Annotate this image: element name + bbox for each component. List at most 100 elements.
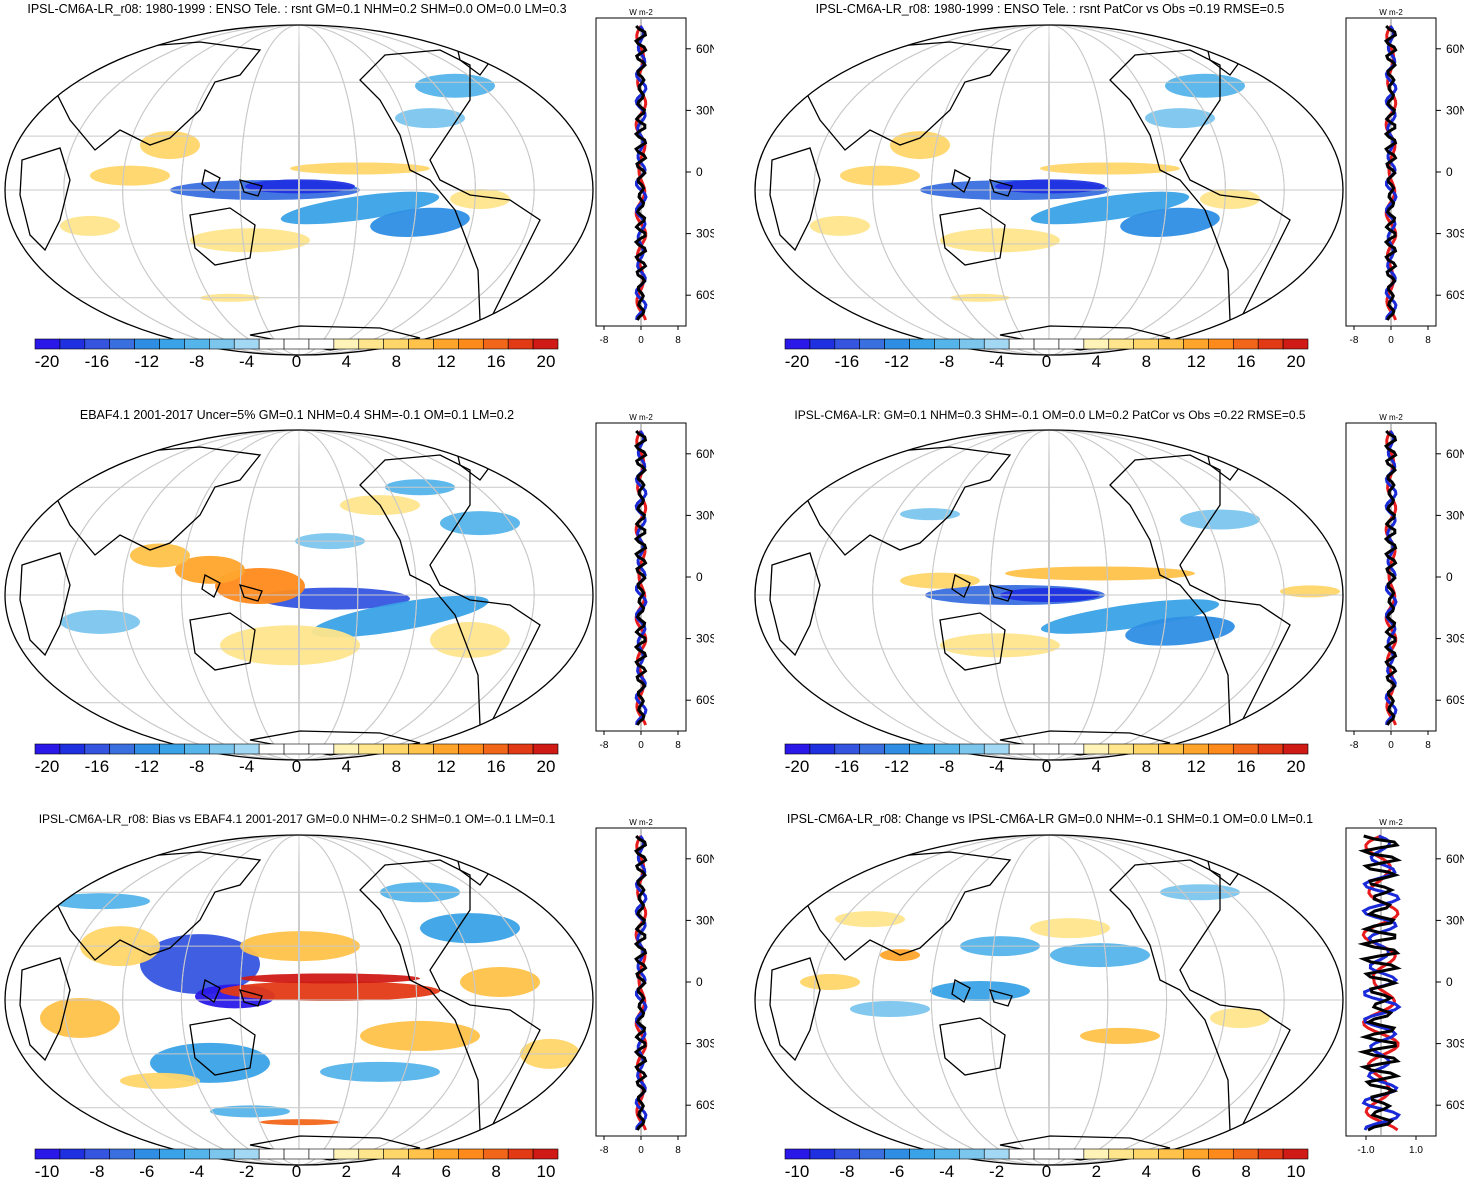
colorbar-label: 4: [342, 757, 351, 774]
anomaly-region: [420, 913, 520, 944]
colorbar-box: [34, 338, 61, 350]
map-field: [755, 430, 1343, 760]
colorbar-box: [809, 1148, 836, 1160]
zonal-mean-profile: W m-2 60N 30N 0 30S 60S -8 0 8: [595, 818, 714, 1156]
colorbar-box: [84, 743, 111, 755]
colorbar-box: [1183, 338, 1209, 350]
colorbar-box: [258, 743, 285, 755]
coastline: [238, 179, 263, 197]
units-label: W m-2: [1379, 8, 1403, 17]
x-tick-label: -8: [600, 740, 609, 751]
colorbar-box: [784, 338, 811, 350]
units-label: W m-2: [1379, 413, 1403, 422]
panel-title: IPSL-CM6A-LR_r08: 1980-1999 : ENSO Tele.…: [27, 2, 567, 16]
meridian-line: [63, 25, 535, 355]
coastline: [19, 147, 71, 252]
anomaly-region: [60, 215, 120, 236]
colorbar-label: 16: [487, 352, 506, 369]
x-tick-label: -8: [1350, 335, 1359, 346]
colorbar-label: -8: [939, 757, 954, 774]
world-map: [4, 834, 594, 1166]
colorbar-box: [209, 338, 235, 350]
colorbar-label: -12: [885, 352, 910, 369]
panel-title: IPSL-CM6A-LR: GM=0.1 NHM=0.3 SHM=-0.1 OM…: [794, 408, 1306, 422]
coastline: [189, 612, 256, 671]
anomaly-region: [90, 165, 170, 186]
meridian-line: [239, 835, 359, 1165]
colorbar-box: [1257, 1148, 1284, 1160]
colorbar-box: [884, 1148, 910, 1160]
colorbar-box: [1083, 1148, 1110, 1160]
colorbar-box: [34, 1148, 61, 1160]
x-tick-label: 8: [675, 740, 681, 751]
colorbar-label: 0: [1042, 352, 1051, 369]
colorbar-label: -16: [85, 757, 110, 774]
colorbar-box: [408, 338, 434, 350]
panel-title: IPSL-CM6A-LR_r08: 1980-1999 : ENSO Tele.…: [815, 2, 1285, 16]
colorbar-box: [1083, 743, 1110, 755]
colorbar-label: 8: [392, 757, 401, 774]
colorbar-label: -8: [189, 757, 204, 774]
colorbar-box: [983, 743, 1010, 755]
meridian-line: [989, 430, 1109, 760]
coastline: [804, 446, 1012, 556]
colorbar-box: [532, 743, 559, 755]
colorbar-box: [809, 338, 836, 350]
coastline: [238, 989, 263, 1007]
colorbar-box: [84, 1148, 111, 1160]
colorbar-box: [1183, 743, 1209, 755]
anomaly-region: [395, 108, 465, 129]
colorbar-box: [333, 338, 360, 350]
panel-1: IPSL-CM6A-LR_r08: 1980-1999 : ENSO Tele.…: [0, 0, 735, 380]
lat-label: 0: [1446, 975, 1453, 989]
anomaly-region: [220, 981, 440, 1002]
map-border: [754, 834, 1344, 1166]
colorbar-box: [1033, 1148, 1060, 1160]
x-tick-label: -1.0: [1357, 1145, 1375, 1156]
anomaly-region: [1180, 509, 1260, 530]
colorbar-box: [159, 743, 185, 755]
colorbar: -20 -16 -12 -8 -4 0 4 8 12 16 20: [784, 338, 1309, 369]
colorbar: -20 -16 -12 -8 -4 0 4 8 12 16 20: [34, 338, 559, 369]
meridian-line: [1048, 430, 1050, 760]
meridian-line: [180, 25, 418, 355]
lat-label: 0: [696, 570, 703, 584]
coastline: [988, 584, 1013, 602]
colorbar-box: [1133, 1148, 1159, 1160]
x-tick-label: 8: [1425, 335, 1431, 346]
colorbar-box: [532, 338, 559, 350]
meridian-line: [239, 430, 359, 760]
map-border: [4, 24, 594, 356]
anomaly-region: [1120, 207, 1220, 237]
lat-label: 30S: [1446, 227, 1464, 241]
lat-label: 60S: [696, 1098, 714, 1112]
colorbar-box: [1208, 1148, 1234, 1160]
colorbar-box: [934, 338, 960, 350]
map-field: [5, 430, 593, 760]
coastline: [804, 41, 1012, 151]
colorbar-box: [159, 338, 185, 350]
colorbar-label: 6: [441, 1162, 450, 1179]
lat-label: 30S: [696, 1037, 714, 1051]
meridian-line: [122, 835, 476, 1165]
meridian-line: [298, 835, 300, 1165]
colorbar-box: [159, 1148, 185, 1160]
meridian-line: [989, 25, 1109, 355]
meridian-line: [1048, 25, 1050, 355]
coastline: [54, 446, 262, 556]
coastline: [54, 41, 262, 151]
lat-label: 60S: [1446, 288, 1464, 302]
zonal-mean-profile: W m-2 60N 30N 0 30S 60S -8 0 8: [595, 413, 714, 751]
colorbar-box: [482, 743, 509, 755]
colorbar-label: 4: [1092, 352, 1101, 369]
colorbar-label: 2: [1092, 1162, 1101, 1179]
colorbar-box: [884, 743, 910, 755]
meridian-line: [872, 25, 1226, 355]
colorbar-box: [1232, 743, 1259, 755]
colorbar-box: [1232, 338, 1259, 350]
colorbar-box: [1033, 338, 1060, 350]
colorbar-box: [909, 743, 935, 755]
x-tick-label: 8: [675, 1145, 681, 1156]
colorbar-label: 4: [1142, 1162, 1151, 1179]
units-label: W m-2: [629, 8, 653, 17]
